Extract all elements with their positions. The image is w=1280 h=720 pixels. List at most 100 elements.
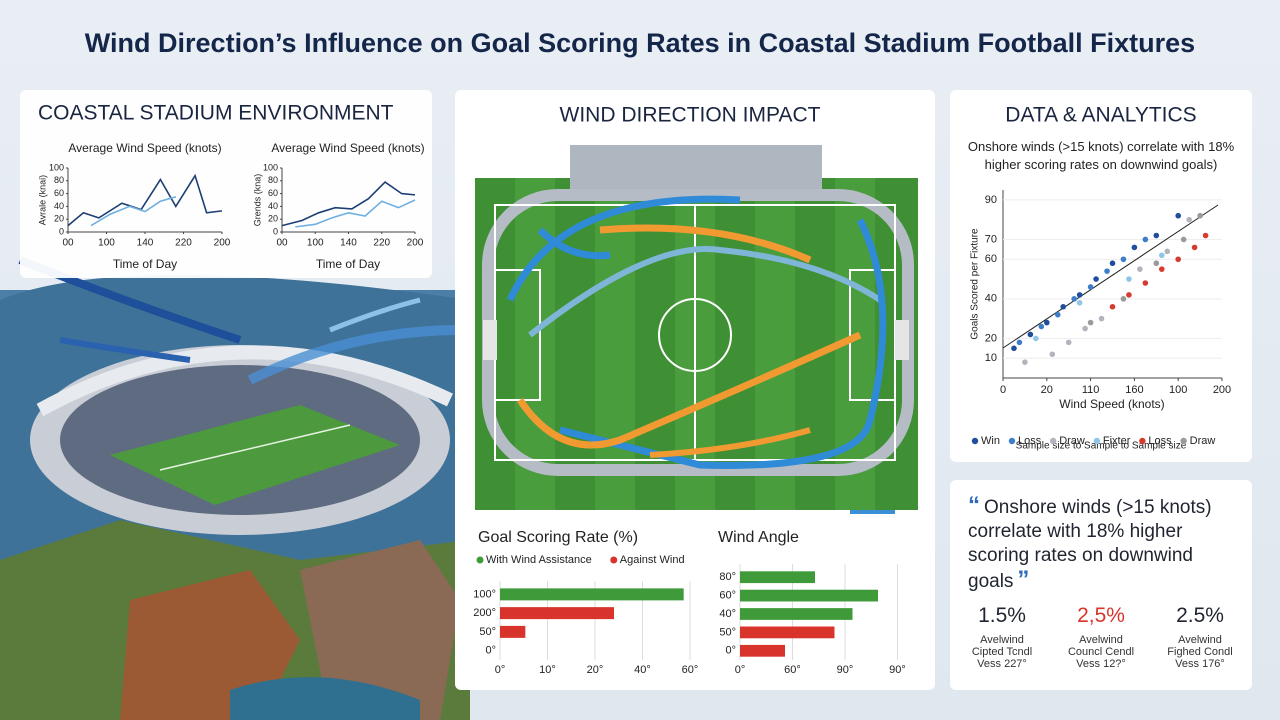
- x-axis-label: Time of Day: [113, 257, 177, 271]
- card: [20, 90, 432, 278]
- scatter-point: [1126, 276, 1132, 282]
- scatter-point: [1038, 323, 1045, 330]
- scatter-point: [1131, 244, 1138, 251]
- x-tick-label: 0: [1000, 384, 1006, 396]
- scatter-point: [1060, 303, 1067, 310]
- bar: [500, 588, 684, 601]
- x-tick-label: 100: [1169, 384, 1187, 396]
- line-series: [295, 199, 416, 228]
- y-tick-label: 80: [54, 175, 64, 185]
- y-tick-label: 40: [985, 293, 997, 305]
- scatter-point: [1044, 319, 1050, 326]
- stat: 1.5% Avelwind Cipted Tcndl Vess 227°: [954, 604, 1050, 670]
- legend-label: Draw: [1190, 435, 1216, 447]
- scatter-point: [1142, 280, 1149, 286]
- y-tick-label: 60: [268, 188, 278, 198]
- x-tick-label: 160: [1125, 384, 1143, 396]
- scatter-point: [1120, 256, 1127, 263]
- y-tick-label: 50°: [719, 626, 736, 638]
- caption: Onshore winds (>15 knots) correlate with…: [967, 139, 1235, 172]
- y-tick-label: 60°: [719, 590, 736, 602]
- y-tick-label: 20: [54, 214, 64, 224]
- legend-swatch: [1050, 437, 1057, 445]
- x-tick-label: 20: [1041, 384, 1053, 396]
- chart-title: Average Wind Speed (knots): [68, 141, 221, 155]
- y-tick-label: 0°: [485, 645, 496, 657]
- y-axis-label: Avrale (knai): [37, 175, 47, 225]
- scatter-point: [1098, 315, 1105, 322]
- scatter-point: [1065, 339, 1072, 346]
- y-axis-label: Goals Scored per Fixture: [970, 228, 981, 340]
- x-tick-label: 00: [276, 238, 288, 249]
- scatter-point: [1191, 244, 1198, 251]
- scatter-point: [1054, 311, 1061, 318]
- stat: 2.5% Avelwind Fighed Condl Vess 176°: [1152, 604, 1248, 670]
- legend-label: With Wind Assistance: [486, 554, 592, 566]
- stat-label: Avelwind Councl Cendl Vess 12?°: [1067, 634, 1135, 670]
- scatter-point: [1016, 339, 1023, 346]
- line-series: [67, 173, 223, 227]
- x-tick-label: 200: [1213, 384, 1231, 396]
- x-axis-label: Time of Day: [316, 257, 380, 271]
- y-axis-label: Grends (kna): [252, 174, 262, 227]
- legend-swatch: [1008, 437, 1016, 445]
- y-tick-label: 60: [54, 188, 64, 198]
- x-tick-label: 0°: [735, 664, 746, 676]
- x-tick-label: 10°: [539, 664, 556, 676]
- pitch-illustration: [475, 145, 918, 514]
- scatter-point: [1082, 325, 1088, 332]
- trend-line: [1002, 204, 1219, 349]
- stat-value: 2,5%: [1077, 604, 1125, 627]
- x-tick-label: 20°: [587, 664, 604, 676]
- legend-swatch: [971, 437, 979, 445]
- stat-label: Avelwind Cipted Tcndl Vess 227°: [971, 634, 1033, 670]
- legend-label: Win: [981, 435, 1000, 447]
- x-tick-label: 60°: [682, 664, 699, 676]
- scenery: [0, 256, 470, 720]
- scatter-point: [1076, 292, 1083, 298]
- bar: [740, 608, 853, 620]
- panel-heading: COASTAL STADIUM ENVIRONMENT: [38, 102, 394, 125]
- legend-label: Loss: [1148, 435, 1172, 447]
- y-tick-label: 40°: [719, 608, 736, 620]
- x-tick-label: 140: [137, 238, 154, 249]
- y-tick-label: 0: [273, 226, 278, 236]
- scatter-point: [1022, 359, 1028, 365]
- quote: Onshore winds (>15 knots) correlate with…: [968, 494, 1240, 594]
- x-axis-label: Wind Speed (knots): [1059, 397, 1164, 411]
- stat: 2,5% Avelwind Councl Cendl Vess 12?°: [1053, 604, 1149, 670]
- x-tick-label: 60°: [784, 664, 801, 676]
- bar: [740, 571, 815, 584]
- line-series: [281, 181, 416, 227]
- x-tick-label: 40°: [634, 664, 651, 676]
- scatter-point: [1087, 319, 1094, 326]
- y-tick-label: 50°: [479, 626, 496, 638]
- scatter-point: [1087, 284, 1094, 290]
- x-tick-label: 100: [98, 238, 115, 249]
- y-tick-label: 40: [268, 201, 278, 211]
- y-tick-label: 100°: [473, 588, 496, 600]
- legend-swatch: [610, 556, 618, 564]
- scatter-point: [1175, 256, 1181, 263]
- scatter-point: [1158, 252, 1165, 259]
- scatter-point: [1153, 232, 1160, 239]
- scatter-point: [1186, 216, 1192, 223]
- scatter-point: [1180, 236, 1187, 243]
- scatter-point: [1093, 276, 1099, 282]
- x-tick-label: 90°: [889, 664, 906, 676]
- scatter-point: [1027, 331, 1034, 338]
- scatter-point: [1153, 260, 1160, 267]
- scatter-point: [1197, 212, 1203, 219]
- legend-swatch: [476, 556, 484, 564]
- y-tick-label: 70: [985, 233, 997, 245]
- x-tick-label: 100: [307, 238, 324, 249]
- scatter-point: [1175, 212, 1181, 219]
- y-tick-label: 60: [985, 253, 997, 265]
- bar: [500, 607, 614, 620]
- scatter-point: [1109, 303, 1116, 310]
- scatter-point: [1033, 335, 1039, 342]
- chart-title: Goal Scoring Rate (%): [478, 529, 638, 546]
- scatter-point: [1120, 296, 1127, 302]
